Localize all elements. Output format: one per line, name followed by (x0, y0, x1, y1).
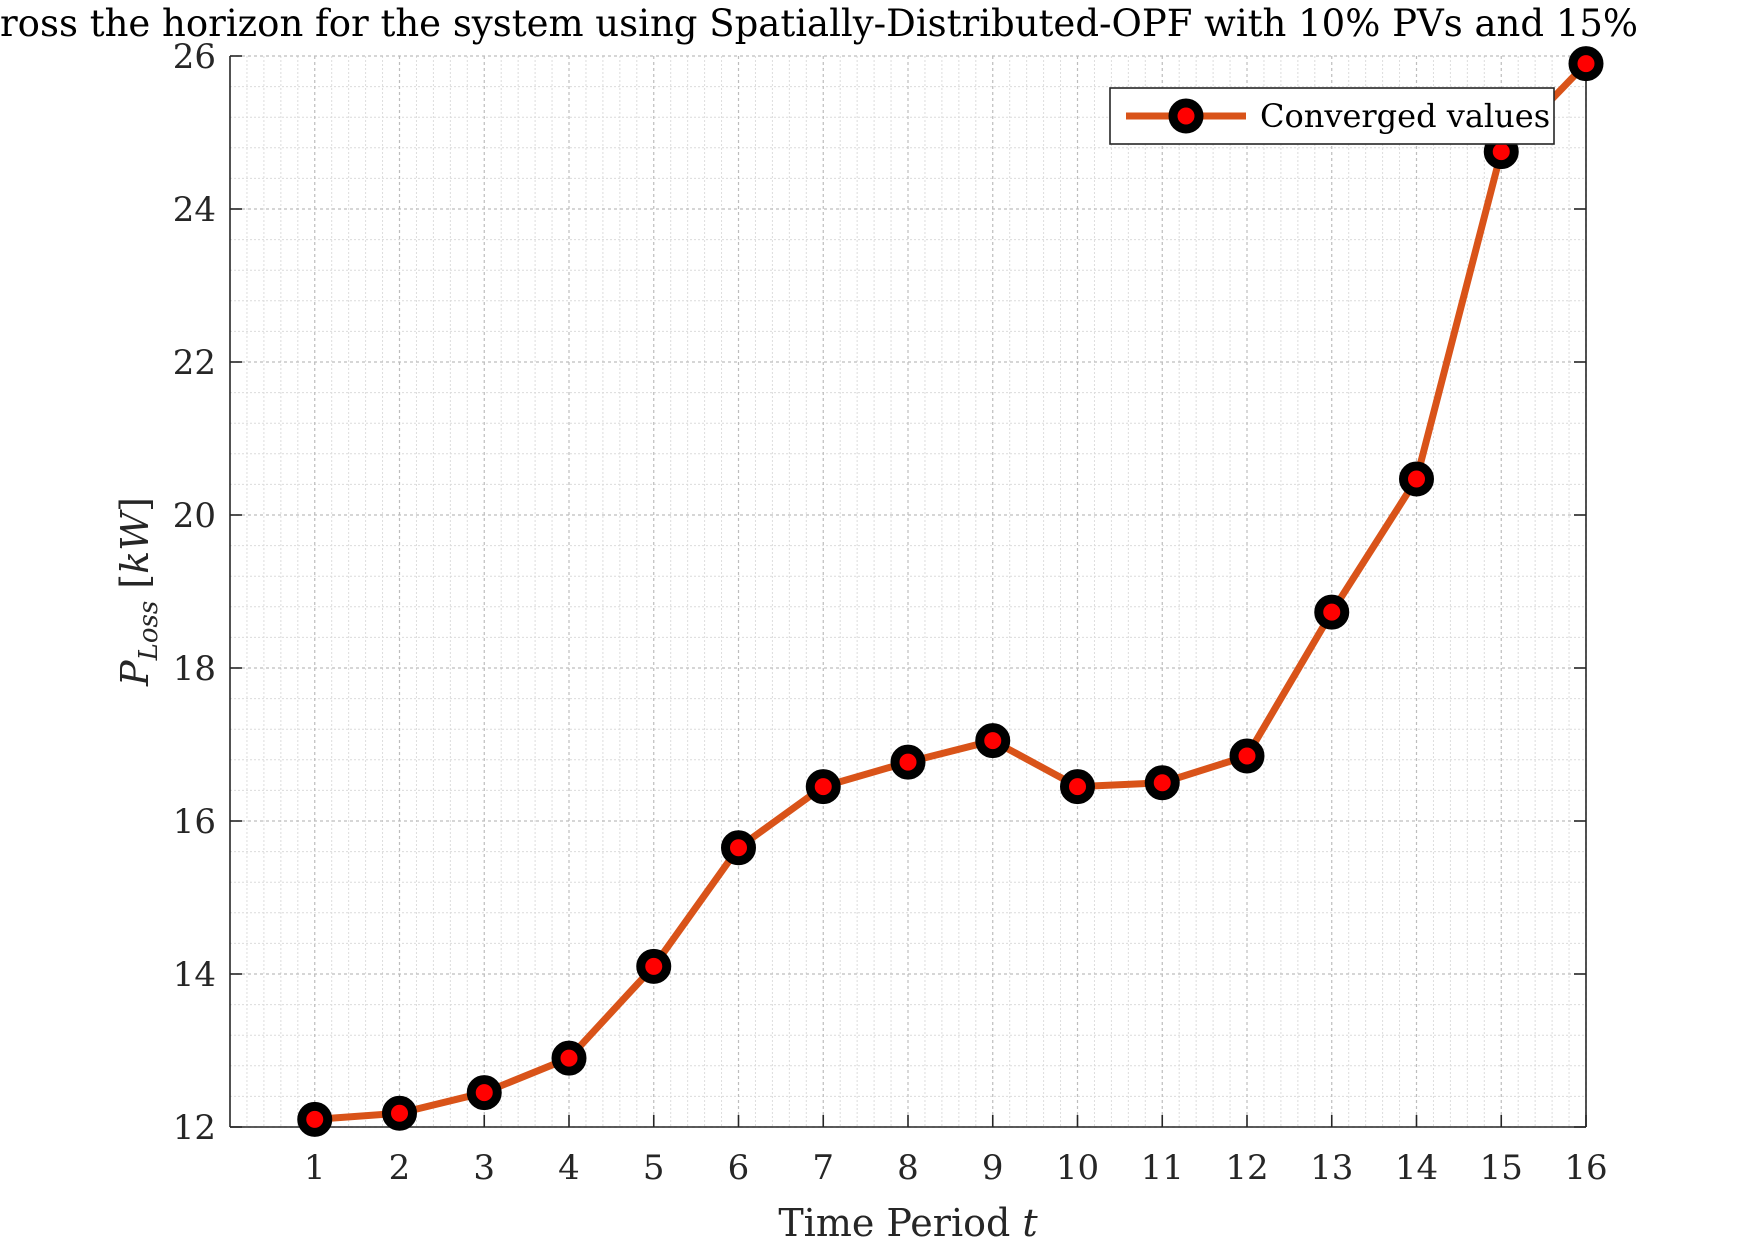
series-line (311, 60, 1590, 1123)
x-tick-label: 15 (1480, 1148, 1523, 1188)
data-point-marker (1568, 46, 1604, 82)
x-tick-label: 10 (1056, 1148, 1099, 1188)
x-axis-label: Time Period t (778, 1201, 1038, 1238)
x-tick-label: 8 (897, 1148, 919, 1188)
series-layer (297, 46, 1604, 1137)
x-tick-label: 6 (728, 1148, 750, 1188)
data-point-marker (297, 1101, 333, 1137)
y-axis-ticks: 12 14 16 18 20 22 24 26 (173, 37, 1586, 1148)
x-axis-label-variable: t (1022, 1201, 1038, 1238)
y-axis-label-unit-close: ] (113, 497, 157, 512)
x-tick-label: 9 (982, 1148, 1004, 1188)
data-point-marker (1060, 769, 1095, 805)
data-point-marker (551, 1040, 587, 1076)
y-axis-label-main: P (113, 659, 157, 687)
y-tick-label: 12 (173, 1108, 216, 1148)
x-tick-label: 5 (643, 1148, 665, 1188)
data-point-marker (1314, 594, 1350, 630)
y-axis-label-unit: kW (113, 509, 157, 574)
y-tick-label: 18 (173, 649, 216, 689)
y-axis-label-subscript: Loss (134, 601, 164, 662)
y-tick-label: 26 (173, 37, 216, 77)
y-axis-label-unit-open: [ (113, 574, 157, 601)
data-point-marker (466, 1075, 502, 1111)
x-tick-label: 13 (1310, 1148, 1353, 1188)
data-point-marker (890, 744, 926, 780)
x-tick-label: 11 (1141, 1148, 1184, 1188)
legend: Converged values (1109, 87, 1555, 145)
data-point-marker (1229, 738, 1265, 774)
data-point-marker (975, 723, 1011, 759)
x-tick-label: 4 (558, 1148, 580, 1188)
y-tick-label: 14 (173, 955, 216, 995)
data-point-marker (1399, 461, 1434, 497)
y-axis-label: PLoss [kW] (113, 497, 164, 687)
x-axis-ticks: 1 2 3 4 5 6 7 8 9 10 11 12 13 14 15 16 (304, 1115, 1608, 1188)
y-tick-label: 20 (173, 496, 216, 536)
data-point-marker (1144, 765, 1180, 801)
x-tick-label: 1 (304, 1148, 326, 1188)
chart-title: ross the horizon for the system using Sp… (0, 2, 1638, 45)
x-tick-label: 12 (1225, 1148, 1268, 1188)
x-axis-label-main: Time Period (778, 1201, 1022, 1238)
data-point-marker (805, 769, 841, 805)
data-point-marker (636, 948, 672, 984)
legend-marker-sample (1168, 98, 1204, 134)
x-tick-label: 3 (473, 1148, 495, 1188)
y-tick-label: 24 (173, 190, 216, 230)
x-tick-label: 14 (1395, 1148, 1438, 1188)
y-tick-label: 22 (173, 343, 216, 383)
x-tick-label: 7 (812, 1148, 834, 1188)
x-tick-label: 16 (1564, 1148, 1607, 1188)
data-point-marker (721, 830, 756, 866)
y-tick-label: 16 (173, 802, 216, 842)
data-point-marker (382, 1095, 417, 1131)
x-tick-label: 2 (389, 1148, 411, 1188)
legend-entry-label: Converged values (1260, 97, 1550, 135)
